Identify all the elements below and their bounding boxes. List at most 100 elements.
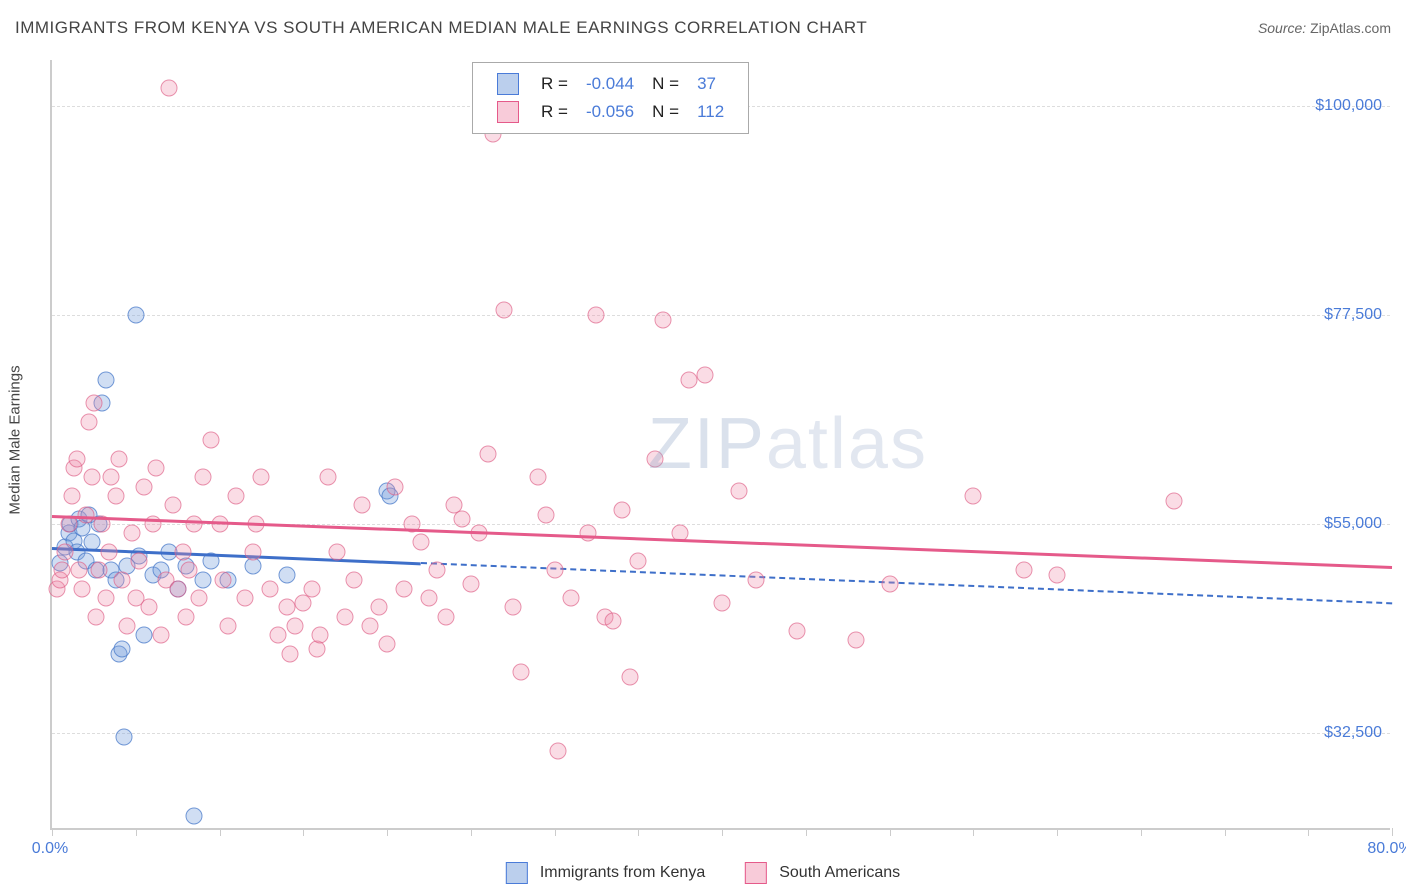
stat-n-label: N = xyxy=(644,99,687,125)
data-point xyxy=(337,608,354,625)
chart-title: IMMIGRANTS FROM KENYA VS SOUTH AMERICAN … xyxy=(15,18,867,38)
data-point xyxy=(181,562,198,579)
x-tick xyxy=(722,828,723,836)
data-point xyxy=(64,488,81,505)
data-point xyxy=(286,617,303,634)
data-point xyxy=(169,580,186,597)
x-tick xyxy=(387,828,388,836)
data-point xyxy=(697,367,714,384)
data-point xyxy=(97,372,114,389)
data-point xyxy=(147,460,164,477)
data-point xyxy=(281,645,298,662)
data-point xyxy=(194,469,211,486)
data-point xyxy=(1015,562,1032,579)
swatch-icon xyxy=(497,101,519,123)
data-point xyxy=(714,594,731,611)
plot-area: $32,500$55,000$77,500$100,000ZIPatlasR =… xyxy=(50,60,1390,830)
y-tick-label: $55,000 xyxy=(1324,515,1382,533)
data-point xyxy=(789,622,806,639)
y-tick-label: $32,500 xyxy=(1324,724,1382,742)
gridline xyxy=(52,733,1390,734)
data-point xyxy=(881,576,898,593)
data-point xyxy=(437,608,454,625)
x-tick xyxy=(136,828,137,836)
data-point xyxy=(680,372,697,389)
data-point xyxy=(621,668,638,685)
x-tick xyxy=(638,828,639,836)
data-point xyxy=(462,576,479,593)
data-point xyxy=(174,543,191,560)
data-point xyxy=(114,571,131,588)
data-point xyxy=(161,79,178,96)
data-point xyxy=(538,506,555,523)
x-tick xyxy=(303,828,304,836)
data-point xyxy=(203,432,220,449)
data-point xyxy=(496,302,513,319)
data-point xyxy=(228,488,245,505)
x-tick xyxy=(1392,828,1393,836)
x-tick xyxy=(1308,828,1309,836)
data-point xyxy=(186,515,203,532)
gridline xyxy=(52,315,1390,316)
data-point xyxy=(100,543,117,560)
data-point xyxy=(504,599,521,616)
stat-n-label: N = xyxy=(644,71,687,97)
data-point xyxy=(379,636,396,653)
data-point xyxy=(178,608,195,625)
data-point xyxy=(412,534,429,551)
x-tick-label: 0.0% xyxy=(32,840,68,858)
data-point xyxy=(124,525,141,542)
data-point xyxy=(605,613,622,630)
stat-r-label: R = xyxy=(533,99,576,125)
data-point xyxy=(848,631,865,648)
data-point xyxy=(320,469,337,486)
data-point xyxy=(57,543,74,560)
stat-r-value: -0.056 xyxy=(578,99,642,125)
data-point xyxy=(549,743,566,760)
data-point xyxy=(54,562,71,579)
y-axis-title: Median Male Earnings xyxy=(7,365,24,514)
data-point xyxy=(328,543,345,560)
data-point xyxy=(87,608,104,625)
data-point xyxy=(219,617,236,634)
data-point xyxy=(370,599,387,616)
data-point xyxy=(345,571,362,588)
data-point xyxy=(214,571,231,588)
data-point xyxy=(1166,492,1183,509)
data-point xyxy=(395,580,412,597)
x-tick xyxy=(1141,828,1142,836)
data-point xyxy=(111,450,128,467)
stat-n-value: 37 xyxy=(689,71,732,97)
legend: Immigrants from Kenya South Americans xyxy=(506,862,900,884)
data-point xyxy=(655,311,672,328)
watermark: ZIPatlas xyxy=(648,403,928,485)
data-point xyxy=(119,617,136,634)
data-point xyxy=(580,525,597,542)
x-tick xyxy=(471,828,472,836)
data-point xyxy=(102,469,119,486)
x-tick xyxy=(1057,828,1058,836)
data-point xyxy=(152,627,169,644)
data-point xyxy=(730,483,747,500)
data-point xyxy=(387,478,404,495)
data-point xyxy=(90,562,107,579)
data-point xyxy=(253,469,270,486)
stats-box: R =-0.044N =37R =-0.056N =112 xyxy=(472,62,749,134)
swatch-icon xyxy=(506,862,528,884)
data-point xyxy=(80,413,97,430)
x-tick-label: 80.0% xyxy=(1367,840,1406,858)
data-point xyxy=(116,729,133,746)
swatch-icon xyxy=(497,73,519,95)
legend-item-kenya: Immigrants from Kenya xyxy=(506,862,705,884)
data-point xyxy=(312,627,329,644)
x-tick xyxy=(973,828,974,836)
data-point xyxy=(97,590,114,607)
data-point xyxy=(479,446,496,463)
swatch-icon xyxy=(745,862,767,884)
data-point xyxy=(429,562,446,579)
data-point xyxy=(965,488,982,505)
data-point xyxy=(513,664,530,681)
x-tick xyxy=(220,828,221,836)
data-point xyxy=(85,395,102,412)
source-label: Source: xyxy=(1258,20,1306,36)
